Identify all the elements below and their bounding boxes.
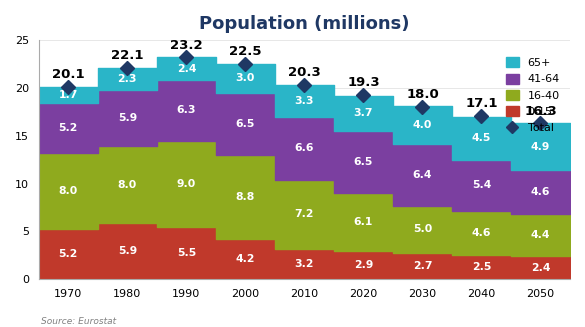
Text: 2.9: 2.9 (354, 260, 373, 270)
Text: 3.7: 3.7 (354, 108, 373, 118)
Text: 17.1: 17.1 (465, 97, 498, 110)
Text: 5.9: 5.9 (118, 113, 137, 123)
Text: 5.5: 5.5 (177, 248, 196, 258)
Text: 8.0: 8.0 (118, 180, 137, 190)
Text: 9.0: 9.0 (177, 179, 196, 189)
Text: 18.0: 18.0 (406, 88, 439, 101)
Text: 4.4: 4.4 (531, 230, 550, 240)
Text: 6.5: 6.5 (236, 119, 255, 129)
Total (419, 105, 426, 109)
Text: 8.0: 8.0 (58, 186, 78, 196)
Text: 20.3: 20.3 (288, 66, 321, 79)
Text: 6.5: 6.5 (354, 157, 373, 167)
Text: 4.6: 4.6 (472, 228, 491, 238)
Total (65, 85, 72, 89)
Total (478, 114, 485, 118)
Text: 6.1: 6.1 (354, 217, 373, 227)
Text: 2.5: 2.5 (472, 262, 491, 272)
Text: 2.4: 2.4 (177, 64, 196, 74)
Text: 22.5: 22.5 (229, 45, 261, 58)
Text: 5.0: 5.0 (413, 224, 432, 234)
Text: 5.9: 5.9 (118, 246, 137, 256)
Text: 8.8: 8.8 (236, 192, 255, 202)
Total (360, 93, 367, 96)
Text: 22.1: 22.1 (111, 49, 144, 62)
Text: 16.3: 16.3 (524, 105, 557, 118)
Total (124, 66, 131, 70)
Text: 3.2: 3.2 (295, 259, 314, 269)
Text: 20.1: 20.1 (52, 68, 85, 81)
Text: 5.2: 5.2 (58, 123, 78, 133)
Text: 4.6: 4.6 (531, 187, 550, 197)
Text: 19.3: 19.3 (347, 76, 380, 89)
Line: Total: Total (64, 52, 545, 128)
Text: 2.3: 2.3 (118, 74, 137, 84)
Text: 23.2: 23.2 (170, 39, 202, 52)
Text: Source: Eurostat: Source: Eurostat (41, 317, 116, 326)
Text: 3.3: 3.3 (295, 96, 314, 106)
Text: 6.4: 6.4 (412, 170, 432, 180)
Text: 6.6: 6.6 (295, 143, 314, 153)
Text: 1.7: 1.7 (58, 90, 78, 100)
Text: 4.5: 4.5 (472, 133, 491, 143)
Total (537, 121, 544, 125)
Text: 4.0: 4.0 (413, 120, 432, 130)
Total (301, 83, 308, 87)
Text: 5.2: 5.2 (58, 249, 78, 259)
Text: 7.2: 7.2 (295, 209, 314, 219)
Text: 2.7: 2.7 (412, 261, 432, 271)
Text: 5.4: 5.4 (472, 181, 491, 190)
Text: 3.0: 3.0 (236, 73, 255, 83)
Legend: 65+, 41-64, 16-40, 0-15, Total: 65+, 41-64, 16-40, 0-15, Total (501, 53, 565, 138)
Text: 2.4: 2.4 (531, 263, 550, 273)
Total (242, 62, 249, 66)
Text: 4.9: 4.9 (531, 142, 550, 152)
Text: 6.3: 6.3 (177, 105, 196, 115)
Title: Population (millions): Population (millions) (199, 15, 410, 33)
Text: 4.2: 4.2 (236, 254, 255, 264)
Total (183, 55, 190, 59)
